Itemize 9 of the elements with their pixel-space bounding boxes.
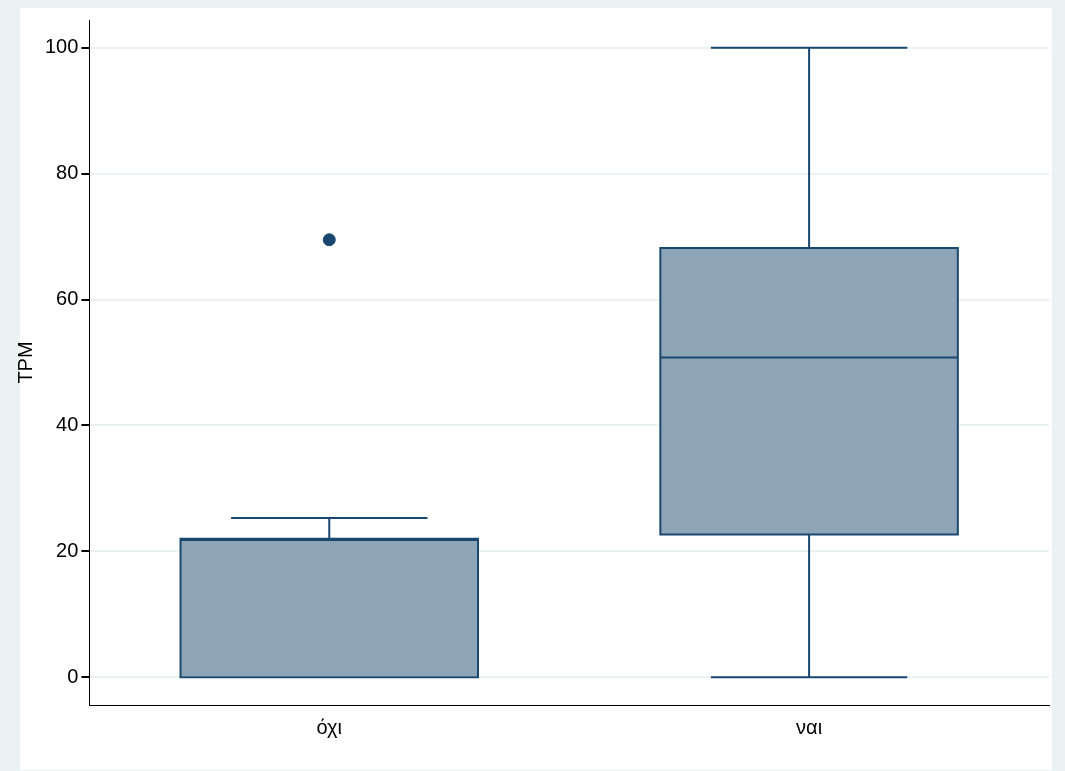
y-tick-label: 80 — [56, 161, 79, 184]
y-axis-title: TPM — [13, 341, 36, 384]
x-tick-label: ναι — [796, 715, 823, 738]
y-tick-label: 0 — [67, 664, 79, 687]
y-tick-label: 40 — [56, 412, 79, 435]
y-tick-label: 20 — [56, 538, 79, 561]
y-tick-label: 100 — [44, 35, 79, 58]
y-tick-label: 60 — [56, 287, 79, 310]
x-tick-label: όχι — [316, 715, 343, 738]
